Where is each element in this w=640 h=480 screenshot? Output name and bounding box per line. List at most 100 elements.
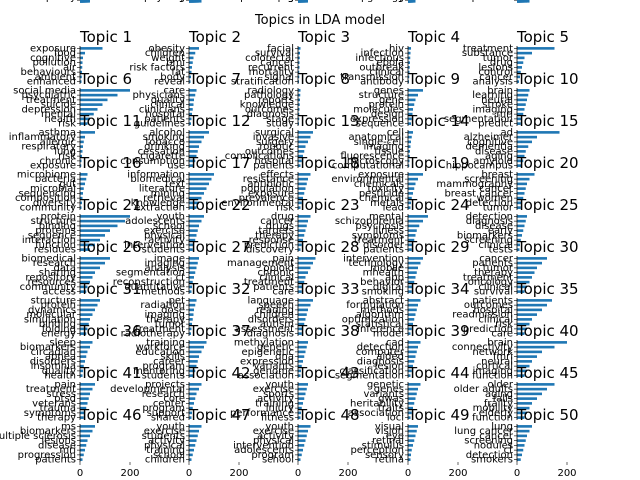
term-label: body <box>160 72 185 83</box>
term-label: circadian <box>31 347 76 358</box>
bar <box>517 313 537 316</box>
bar <box>189 93 196 97</box>
term-label: energy <box>41 329 76 340</box>
term-label: asthma <box>39 127 76 138</box>
topic-panel: informationbiomedicaltextliteratureminin… <box>127 154 250 214</box>
term-label: sports <box>263 389 294 400</box>
topic-panel: adalzheimercognitivedementiadiseaseaging… <box>446 112 579 172</box>
bar <box>517 369 527 373</box>
bar <box>517 458 521 461</box>
term-label: vaccine <box>38 0 76 3</box>
term-label: education <box>135 347 185 358</box>
bar <box>80 70 82 74</box>
bar <box>517 322 530 326</box>
bar <box>298 229 306 232</box>
term-label: single-cell <box>354 137 404 148</box>
term-label: program <box>142 361 185 372</box>
panel-title: Topic 15 <box>516 112 579 130</box>
bar <box>517 61 524 64</box>
term-label: ms <box>61 421 76 432</box>
bar <box>189 453 193 457</box>
bar <box>80 177 87 181</box>
bar <box>298 429 308 433</box>
panel-title: Topic 20 <box>516 154 579 172</box>
bar <box>80 66 83 69</box>
bar <box>189 140 202 144</box>
term-label: app <box>385 272 404 283</box>
bar <box>189 0 192 3</box>
bar <box>517 238 521 242</box>
term-label: lesion <box>375 361 404 372</box>
term-label: risk <box>58 119 76 130</box>
bar <box>189 345 204 349</box>
bar <box>298 299 313 302</box>
panel-title: Topic 40 <box>516 322 579 340</box>
term-label: youth <box>265 379 294 390</box>
bar <box>298 234 305 237</box>
panel-title: Topic 22 <box>188 196 251 214</box>
bar <box>80 285 88 289</box>
term-label: radiotherapy <box>121 329 185 340</box>
term-label: infectious <box>355 53 404 64</box>
panel-title: Topic 9 <box>407 70 460 88</box>
term-label: students <box>142 431 185 442</box>
bar <box>80 425 95 428</box>
term-label: amyloid <box>473 156 513 167</box>
term-label: allergic <box>40 137 76 148</box>
term-label: therapy <box>37 413 76 424</box>
term-label: disorder <box>363 240 405 251</box>
topic-panel: detectiondiagnosisdiseaseearlybiomarkers… <box>457 196 579 256</box>
bar <box>80 112 94 116</box>
bar <box>408 369 412 373</box>
term-label: speech <box>258 300 294 311</box>
bar <box>298 444 305 447</box>
term-label: function <box>35 240 76 251</box>
bar <box>80 448 85 452</box>
bar <box>298 453 302 457</box>
term-label: protein <box>40 300 76 311</box>
bar <box>80 150 83 153</box>
bar <box>80 266 100 270</box>
panel-title: Topic 45 <box>516 364 579 382</box>
term-label: diagnosis <box>357 356 404 367</box>
term-label: detection <box>357 342 404 353</box>
term-label: design <box>371 109 404 120</box>
term-label: function <box>472 413 513 424</box>
topic-panel: proteinstructurebindingproteinssequencei… <box>22 196 142 256</box>
term-label: protein <box>368 100 404 111</box>
term-label: care <box>163 85 185 96</box>
term-label: digital <box>373 282 404 293</box>
bar <box>189 75 191 79</box>
bar <box>408 332 411 335</box>
x-tick-label: 200 <box>557 468 576 479</box>
panel-title: Topic 7 <box>188 70 241 88</box>
topic-panel: cellsignalingpathwaybiologycellularcells… <box>358 0 416 3</box>
bar <box>517 364 530 368</box>
term-label: projects <box>145 379 185 390</box>
bar <box>408 360 415 363</box>
term-label: microbial <box>30 184 76 195</box>
bar <box>80 145 83 148</box>
bar <box>408 93 418 97</box>
term-label: resistance <box>243 174 294 185</box>
term-label: women <box>476 193 513 204</box>
term-label: enhanced <box>27 77 76 88</box>
bar <box>189 145 199 148</box>
bar <box>408 187 415 190</box>
term-label: community <box>20 282 76 293</box>
term-label: smoking <box>362 287 404 298</box>
term-label: activity <box>257 431 294 442</box>
term-label: risk <box>58 151 76 162</box>
bar <box>189 308 194 312</box>
term-label: alzheimer <box>464 132 514 143</box>
bar <box>517 206 521 209</box>
term-label: social media <box>13 85 76 96</box>
term-label: prediction <box>244 240 294 251</box>
term-label: clinical <box>369 67 404 78</box>
bar <box>408 266 418 270</box>
term-label: environmental <box>331 174 404 185</box>
bar <box>189 387 199 391</box>
term-label: retinal <box>372 436 404 447</box>
term-label: apnea <box>45 352 76 363</box>
bar <box>298 238 303 242</box>
